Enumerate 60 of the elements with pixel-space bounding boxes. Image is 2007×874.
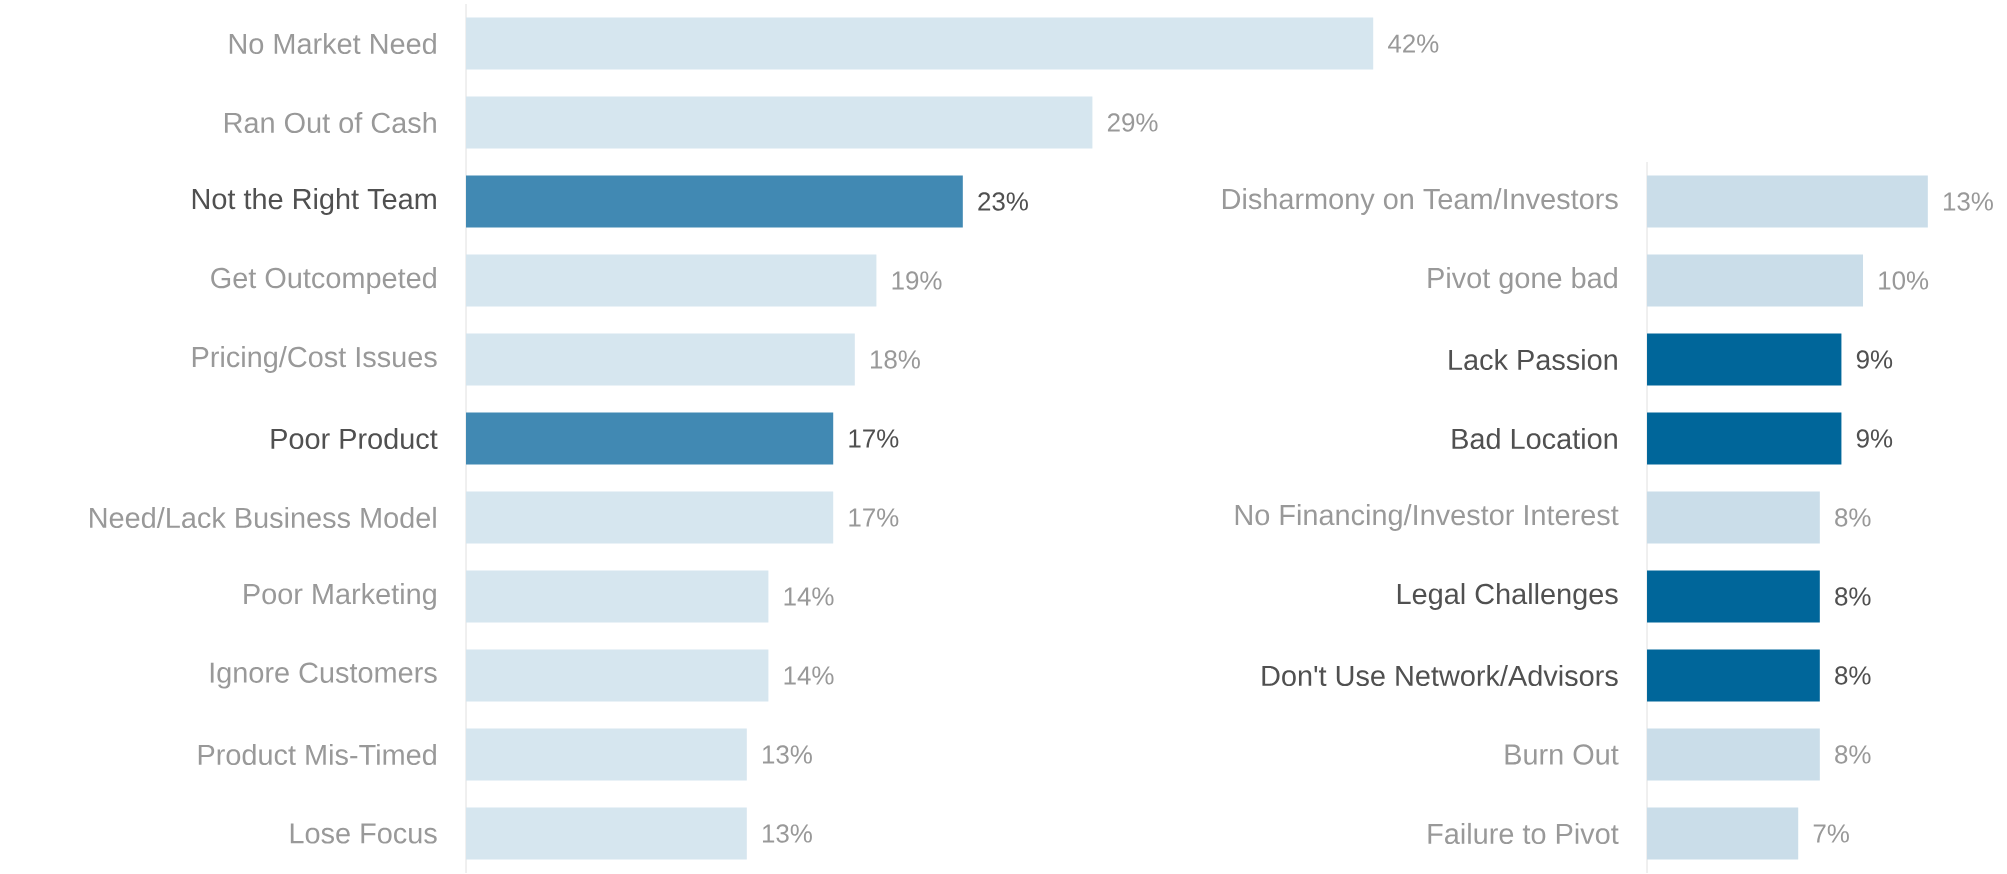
data-label: 42%	[1388, 34, 1439, 53]
data-label: 9%	[1856, 350, 1893, 369]
bar	[1647, 649, 1820, 702]
bar	[466, 254, 877, 307]
data-label: 8%	[1835, 508, 1871, 527]
data-label: 8%	[1835, 745, 1871, 764]
bar	[466, 175, 963, 228]
y-tick-label: Don't Use Network/Advisors	[1262, 665, 1618, 687]
bar	[466, 333, 855, 386]
y-tick-label: Not the Right Team	[192, 188, 436, 216]
bar	[1647, 175, 1928, 228]
bar	[466, 728, 747, 781]
bar	[1647, 491, 1820, 544]
bar	[466, 412, 834, 465]
data-label: 10%	[1879, 271, 1929, 290]
y-tick-label: Poor Marketing	[244, 583, 436, 611]
data-label: 17%	[849, 508, 899, 527]
y-tick-label: Get Outcompeted	[211, 267, 436, 295]
y-tick-label: Need/Lack Business Model	[90, 507, 436, 529]
y-tick-label: Pivot gone bad	[1428, 267, 1617, 295]
bar	[1647, 728, 1820, 781]
data-label: 17%	[849, 429, 899, 448]
data-label: 29%	[1107, 113, 1158, 132]
bar	[466, 649, 769, 702]
bar	[1647, 807, 1799, 860]
bar	[1647, 333, 1842, 386]
data-label: 9%	[1856, 429, 1893, 448]
y-tick-label: Poor Product	[271, 428, 438, 450]
y-tick-label: Pricing/Cost Issues	[192, 346, 437, 374]
data-label: 23%	[978, 192, 1028, 211]
data-label: 8%	[1835, 587, 1871, 606]
y-tick-label: Lack Passion	[1449, 349, 1617, 371]
y-tick-label: Bad Location	[1452, 428, 1617, 450]
bar	[466, 17, 1374, 70]
y-tick-label: Failure to Pivot	[1428, 823, 1619, 845]
bar	[466, 491, 834, 544]
bar	[466, 570, 769, 623]
data-label: 18%	[870, 350, 920, 369]
bar	[1647, 412, 1842, 465]
bar	[1647, 254, 1864, 307]
y-tick-label: Ignore Customers	[210, 662, 437, 689]
bar	[466, 807, 747, 860]
data-label: 13%	[762, 745, 812, 764]
data-label: 13%	[762, 824, 812, 843]
y-tick-label: No Market Need	[229, 33, 436, 55]
y-tick-label: Burn Out	[1505, 744, 1619, 765]
data-label: 7%	[1813, 824, 1849, 843]
bar	[466, 96, 1093, 149]
data-label: 13%	[1943, 192, 1993, 211]
data-label: 14%	[784, 587, 834, 606]
y-tick-label: Lose Focus	[290, 823, 437, 844]
y-tick-label: Disharmony on Team/Investors	[1222, 188, 1618, 216]
bar	[1647, 570, 1820, 623]
y-tick-label: Product Mis-Timed	[198, 744, 436, 766]
y-tick-label: Ran Out of Cash	[224, 112, 436, 134]
data-label: 8%	[1835, 666, 1871, 685]
data-label: 14%	[784, 666, 834, 685]
data-label: 19%	[892, 271, 942, 290]
y-tick-label: Legal Challenges	[1397, 583, 1618, 611]
y-tick-label: No Financing/Investor Interest	[1235, 504, 1619, 532]
